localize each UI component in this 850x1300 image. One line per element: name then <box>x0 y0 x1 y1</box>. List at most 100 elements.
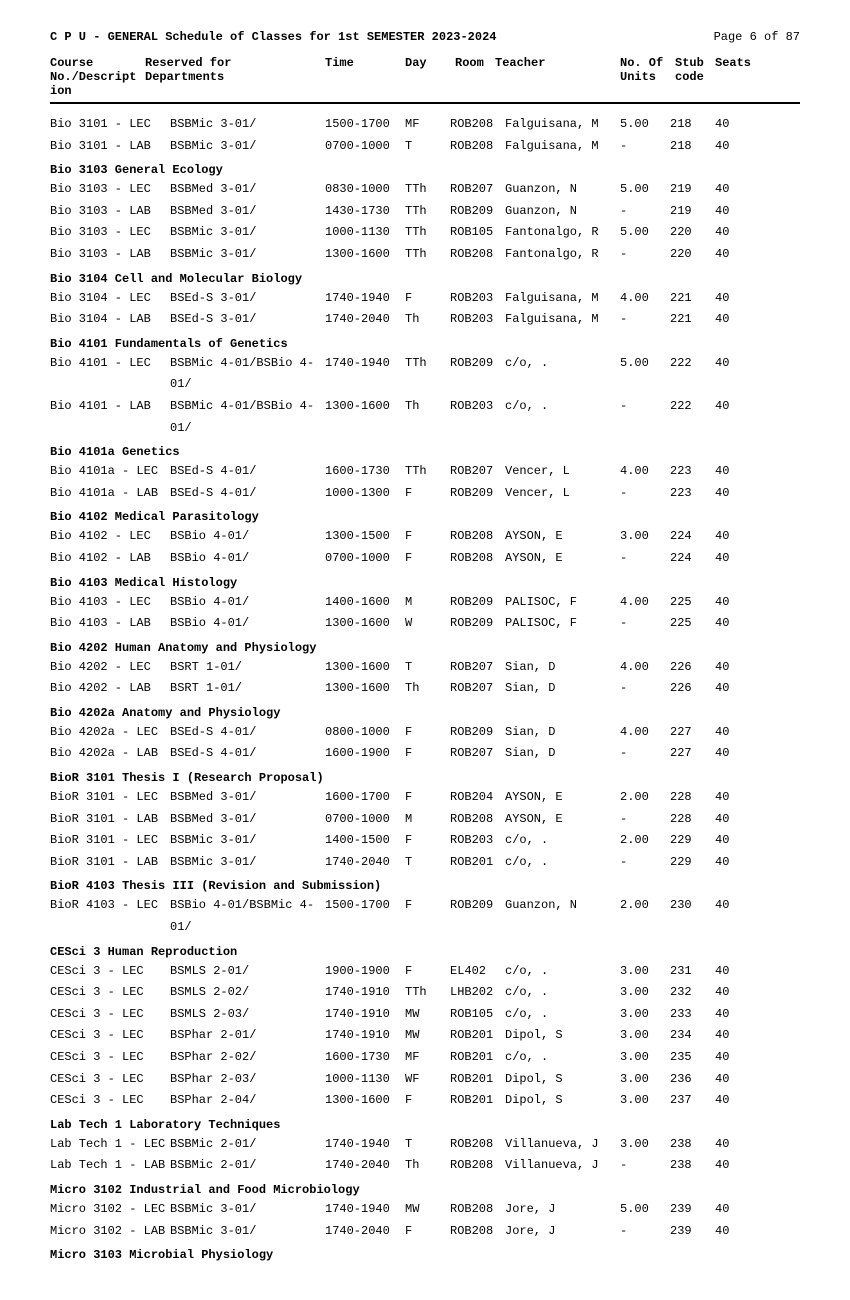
cell-time: 1400-1500 <box>325 830 405 852</box>
cell-stub: 227 <box>670 722 715 744</box>
cell-teacher: Sian, D <box>505 678 620 700</box>
table-row: Bio 3103 - LABBSBMed 3-01/1430-1730TThRO… <box>50 201 800 223</box>
cell-stub: 237 <box>670 1090 715 1112</box>
cell-day: F <box>405 483 450 505</box>
cell-seats: 40 <box>715 722 750 744</box>
table-row: BioR 3101 - LECBSBMed 3-01/1600-1700FROB… <box>50 787 800 809</box>
cell-dept: BSPhar 2-04/ <box>170 1090 325 1112</box>
cell-day: F <box>405 830 450 852</box>
cell-course: Bio 4202a - LEC <box>50 722 170 744</box>
cell-units: - <box>620 743 670 765</box>
cell-teacher: Villanueva, J <box>505 1155 620 1177</box>
cell-time: 1000-1130 <box>325 222 405 244</box>
cell-stub: 235 <box>670 1047 715 1069</box>
cell-time: 1740-2040 <box>325 309 405 331</box>
section-title: CESci 3 Human Reproduction <box>50 945 800 959</box>
cell-room: ROB209 <box>450 722 505 744</box>
table-row: Bio 4101a - LECBSEd-S 4-01/1600-1730TThR… <box>50 461 800 483</box>
cell-dept: BSEd-S 3-01/ <box>170 309 325 331</box>
cell-dept: BSBMic 3-01/ <box>170 1199 325 1221</box>
cell-room: ROB208 <box>450 1155 505 1177</box>
cell-day: M <box>405 809 450 831</box>
cell-dept: BSBMic 3-01/ <box>170 244 325 266</box>
cell-dept: BSPhar 2-03/ <box>170 1069 325 1091</box>
cell-dept: BSMLS 2-01/ <box>170 961 325 983</box>
cell-teacher: Falguisana, M <box>505 114 620 136</box>
cell-units: - <box>620 136 670 158</box>
cell-time: 1300-1600 <box>325 244 405 266</box>
table-row: Bio 4103 - LABBSBio 4-01/1300-1600WROB20… <box>50 613 800 635</box>
table-row: Bio 3101 - LABBSBMic 3-01/0700-1000TROB2… <box>50 136 800 158</box>
cell-teacher: c/o, . <box>505 396 620 418</box>
cell-course: BioR 3101 - LEC <box>50 787 170 809</box>
cell-units: 3.00 <box>620 526 670 548</box>
cell-room: ROB208 <box>450 1221 505 1243</box>
cell-units: - <box>620 613 670 635</box>
cell-seats: 40 <box>715 657 750 679</box>
table-row: Lab Tech 1 - LABBSBMic 2-01/1740-2040ThR… <box>50 1155 800 1177</box>
section-title: BioR 4103 Thesis III (Revision and Submi… <box>50 879 800 893</box>
cell-room: ROB208 <box>450 1199 505 1221</box>
cell-day: TTh <box>405 353 450 375</box>
cell-dept: BSEd-S 4-01/ <box>170 461 325 483</box>
table-row: CESci 3 - LECBSMLS 2-01/1900-1900FEL402 … <box>50 961 800 983</box>
cell-seats: 40 <box>715 353 750 375</box>
cell-dept: BSBMic 3-01/ <box>170 136 325 158</box>
cell-units: - <box>620 548 670 570</box>
cell-course: BioR 3101 - LAB <box>50 809 170 831</box>
cell-dept: BSPhar 2-01/ <box>170 1025 325 1047</box>
cell-course: BioR 3101 - LAB <box>50 852 170 874</box>
cell-room: ROB207 <box>450 461 505 483</box>
table-row: CESci 3 - LECBSPhar 2-03/1000-1130WFROB2… <box>50 1069 800 1091</box>
cell-dept: BSBMic 3-01/ <box>170 852 325 874</box>
cell-dept: BSBMic 4-01/BSBio 4-01/ <box>170 396 325 439</box>
cell-day: F <box>405 1090 450 1112</box>
cell-day: F <box>405 722 450 744</box>
table-row: Bio 4101a - LABBSEd-S 4-01/1000-1300FROB… <box>50 483 800 505</box>
cell-room: ROB207 <box>450 657 505 679</box>
table-row: Bio 4102 - LABBSBio 4-01/0700-1000FROB20… <box>50 548 800 570</box>
cell-seats: 40 <box>715 809 750 831</box>
cell-units: 3.00 <box>620 1090 670 1112</box>
cell-course: CESci 3 - LEC <box>50 982 170 1004</box>
cell-room: ROB209 <box>450 483 505 505</box>
cell-stub: 226 <box>670 678 715 700</box>
cell-dept: BSEd-S 4-01/ <box>170 483 325 505</box>
cell-day: F <box>405 895 450 917</box>
section-title: Bio 4101 Fundamentals of Genetics <box>50 337 800 351</box>
header-stub: Stubcode <box>675 56 715 98</box>
table-row: CESci 3 - LECBSPhar 2-01/1740-1910MWROB2… <box>50 1025 800 1047</box>
cell-dept: BSMLS 2-03/ <box>170 1004 325 1026</box>
cell-course: Bio 4202a - LAB <box>50 743 170 765</box>
cell-course: Lab Tech 1 - LEC <box>50 1134 170 1156</box>
cell-units: - <box>620 678 670 700</box>
cell-teacher: Dipol, S <box>505 1025 620 1047</box>
cell-seats: 40 <box>715 1134 750 1156</box>
cell-room: ROB201 <box>450 1047 505 1069</box>
cell-seats: 40 <box>715 548 750 570</box>
cell-room: ROB203 <box>450 309 505 331</box>
cell-seats: 40 <box>715 982 750 1004</box>
table-row: CESci 3 - LECBSPhar 2-04/1300-1600FROB20… <box>50 1090 800 1112</box>
cell-seats: 40 <box>715 895 750 917</box>
cell-time: 1740-1940 <box>325 1199 405 1221</box>
cell-teacher: PALISOC, F <box>505 592 620 614</box>
cell-time: 1740-1940 <box>325 1134 405 1156</box>
cell-day: Th <box>405 396 450 418</box>
cell-seats: 40 <box>715 309 750 331</box>
header-teacher: Teacher <box>495 56 620 98</box>
cell-units: 3.00 <box>620 1047 670 1069</box>
table-row: Bio 3101 - LECBSBMic 3-01/1500-1700MFROB… <box>50 114 800 136</box>
table-row: Bio 3103 - LECBSBMic 3-01/1000-1130TThRO… <box>50 222 800 244</box>
cell-time: 1500-1700 <box>325 114 405 136</box>
cell-units: - <box>620 396 670 418</box>
cell-room: ROB209 <box>450 353 505 375</box>
cell-dept: BSBMed 3-01/ <box>170 179 325 201</box>
header-units: No. OfUnits <box>620 56 675 98</box>
cell-time: 1600-1700 <box>325 787 405 809</box>
cell-dept: BSEd-S 4-01/ <box>170 722 325 744</box>
table-row: CESci 3 - LECBSMLS 2-02/1740-1910TThLHB2… <box>50 982 800 1004</box>
cell-course: BioR 3101 - LEC <box>50 830 170 852</box>
cell-teacher: Guanzon, N <box>505 895 620 917</box>
cell-course: Bio 3101 - LAB <box>50 136 170 158</box>
